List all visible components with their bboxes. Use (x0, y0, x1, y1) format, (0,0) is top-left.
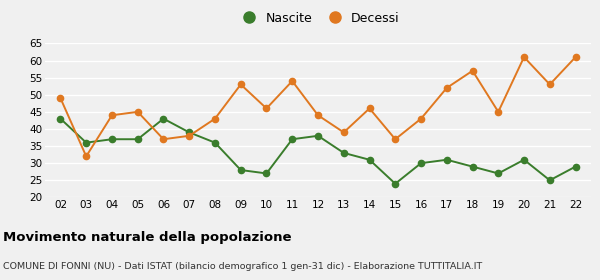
Line: Nascite: Nascite (58, 116, 578, 187)
Nascite (469, 165, 476, 168)
Nascite (109, 137, 116, 141)
Decessi (314, 114, 322, 117)
Nascite (340, 151, 347, 155)
Nascite (134, 137, 142, 141)
Nascite (57, 117, 64, 120)
Decessi (160, 137, 167, 141)
Decessi (546, 83, 553, 86)
Decessi (211, 117, 218, 120)
Decessi (418, 117, 425, 120)
Decessi (57, 97, 64, 100)
Nascite (392, 182, 399, 185)
Legend: Nascite, Decessi: Nascite, Decessi (232, 6, 404, 29)
Nascite (443, 158, 451, 162)
Decessi (109, 114, 116, 117)
Decessi (392, 137, 399, 141)
Text: Movimento naturale della popolazione: Movimento naturale della popolazione (3, 231, 292, 244)
Decessi (340, 131, 347, 134)
Nascite (418, 162, 425, 165)
Nascite (520, 158, 527, 162)
Decessi (185, 134, 193, 137)
Decessi (520, 55, 527, 59)
Nascite (237, 168, 244, 172)
Decessi (572, 55, 579, 59)
Nascite (211, 141, 218, 144)
Nascite (494, 172, 502, 175)
Line: Decessi: Decessi (58, 54, 578, 159)
Decessi (494, 110, 502, 113)
Nascite (83, 141, 90, 144)
Nascite (289, 137, 296, 141)
Decessi (469, 69, 476, 73)
Nascite (546, 179, 553, 182)
Decessi (289, 79, 296, 83)
Decessi (83, 155, 90, 158)
Decessi (263, 107, 270, 110)
Decessi (366, 107, 373, 110)
Text: COMUNE DI FONNI (NU) - Dati ISTAT (bilancio demografico 1 gen-31 dic) - Elaboraz: COMUNE DI FONNI (NU) - Dati ISTAT (bilan… (3, 262, 482, 271)
Decessi (237, 83, 244, 86)
Decessi (443, 86, 451, 90)
Nascite (366, 158, 373, 162)
Nascite (160, 117, 167, 120)
Nascite (263, 172, 270, 175)
Nascite (185, 131, 193, 134)
Nascite (314, 134, 322, 137)
Decessi (134, 110, 142, 113)
Nascite (572, 165, 579, 168)
